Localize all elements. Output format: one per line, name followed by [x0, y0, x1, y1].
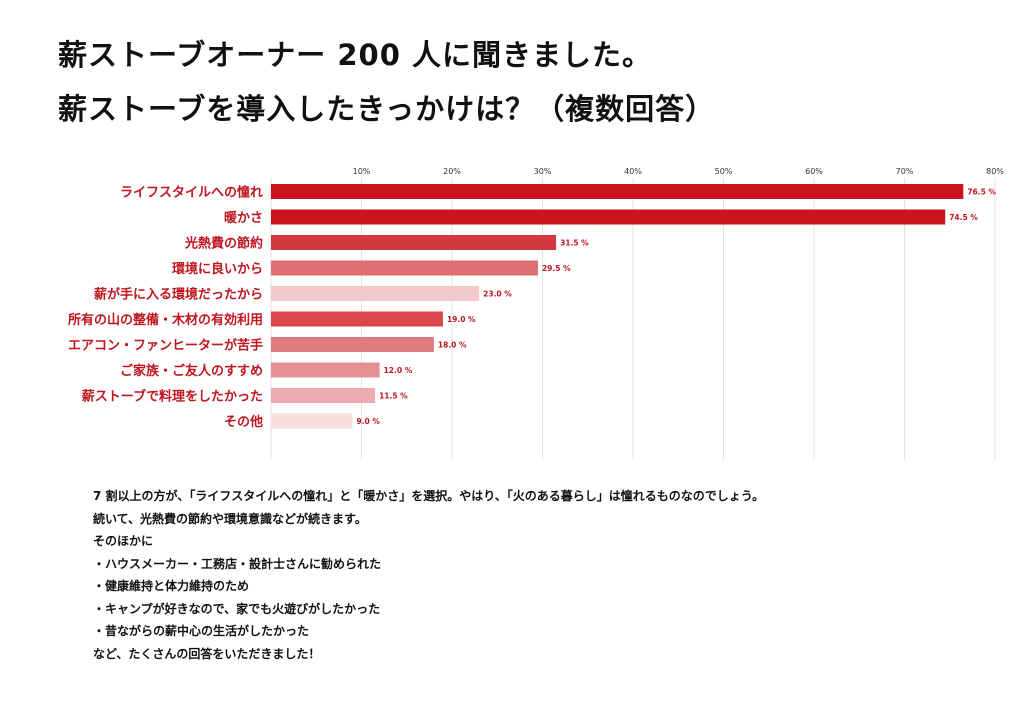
- bar-chart: 10% 20% 30% 40% 50% 60% 70% 80% ライフスタイルへの憧れ 76.5 …: [68, 167, 1004, 460]
- bar: [271, 260, 538, 276]
- bar: [271, 184, 964, 199]
- notes-block: 7 割以上の方が、「ライフスタイルへの憧れ」と「暖かさ」を選択。やはり、「火のあ…: [93, 485, 764, 665]
- bar: [271, 286, 480, 301]
- bar: [271, 337, 434, 352]
- note-line: ・キャンプが好きなので、家でも火遊びがしたかった: [93, 601, 381, 616]
- page-title-line-1: 薪ストーブオーナー 200 人に聞きました。: [58, 38, 652, 72]
- category-label: ご家族・ご友人のすすめ: [120, 363, 263, 379]
- note-line: ・ハウスメーカー・工務店・設計士さんに勧められた: [93, 556, 382, 571]
- data-label: 18.0 %: [438, 341, 467, 350]
- category-label: 薪が手に入る環境だったから: [94, 287, 263, 303]
- data-label: 12.0 %: [384, 366, 413, 375]
- bar: [271, 235, 557, 250]
- bar: [271, 209, 946, 225]
- category-label: 薪ストーブで料理をしたかった: [82, 389, 263, 405]
- note-line: ・健康維持と体力維持のため: [93, 579, 250, 593]
- category-label: エアコン・ファンヒーターが苦手: [68, 338, 263, 354]
- data-label: 74.5 %: [949, 213, 978, 222]
- tick-label: 70%: [896, 167, 914, 176]
- data-label: 9.0 %: [356, 417, 380, 426]
- tick-label: 80%: [986, 167, 1004, 176]
- note-line: 7 割以上の方が、「ライフスタイルへの憧れ」と「暖かさ」を選択。やはり、「火のあ…: [93, 489, 765, 503]
- data-label: 76.5 %: [967, 188, 996, 197]
- tick-label: 40%: [624, 167, 642, 176]
- note-line: 続いて、光熱費の節約や環境意識などが続きます。: [93, 511, 367, 526]
- bar: [271, 311, 443, 327]
- data-label: 23.0 %: [483, 290, 512, 299]
- note-line: ・昔ながらの薪中心の生活がしたかった: [93, 624, 310, 638]
- tick-label: 60%: [805, 167, 823, 176]
- note-line: そのほかに: [93, 534, 154, 548]
- category-label: 所有の山の整備・木材の有効利用: [68, 312, 263, 328]
- category-label: 光熱費の節約: [184, 236, 263, 252]
- category-label: その他: [224, 414, 263, 430]
- bar: [271, 388, 376, 403]
- tick-label: 50%: [715, 167, 733, 176]
- tick-label: 20%: [443, 167, 461, 176]
- bar: [271, 362, 380, 378]
- category-label: ライフスタイルへの憧れ: [120, 185, 263, 201]
- note-line: など、たくさんの回答をいただきました！: [93, 646, 321, 661]
- category-label: 環境に良いから: [172, 261, 263, 277]
- bar: [271, 413, 353, 429]
- tick-label: 30%: [534, 167, 552, 176]
- category-label: 暖かさ: [224, 210, 263, 226]
- data-label: 31.5 %: [560, 239, 589, 248]
- tick-label: 10%: [353, 167, 371, 176]
- page-title-line-2: 薪ストーブを導入したきっかけは？（複数回答）: [58, 92, 716, 126]
- data-label: 29.5 %: [542, 264, 571, 273]
- data-label: 11.5 %: [379, 392, 408, 401]
- data-label: 19.0 %: [447, 315, 476, 324]
